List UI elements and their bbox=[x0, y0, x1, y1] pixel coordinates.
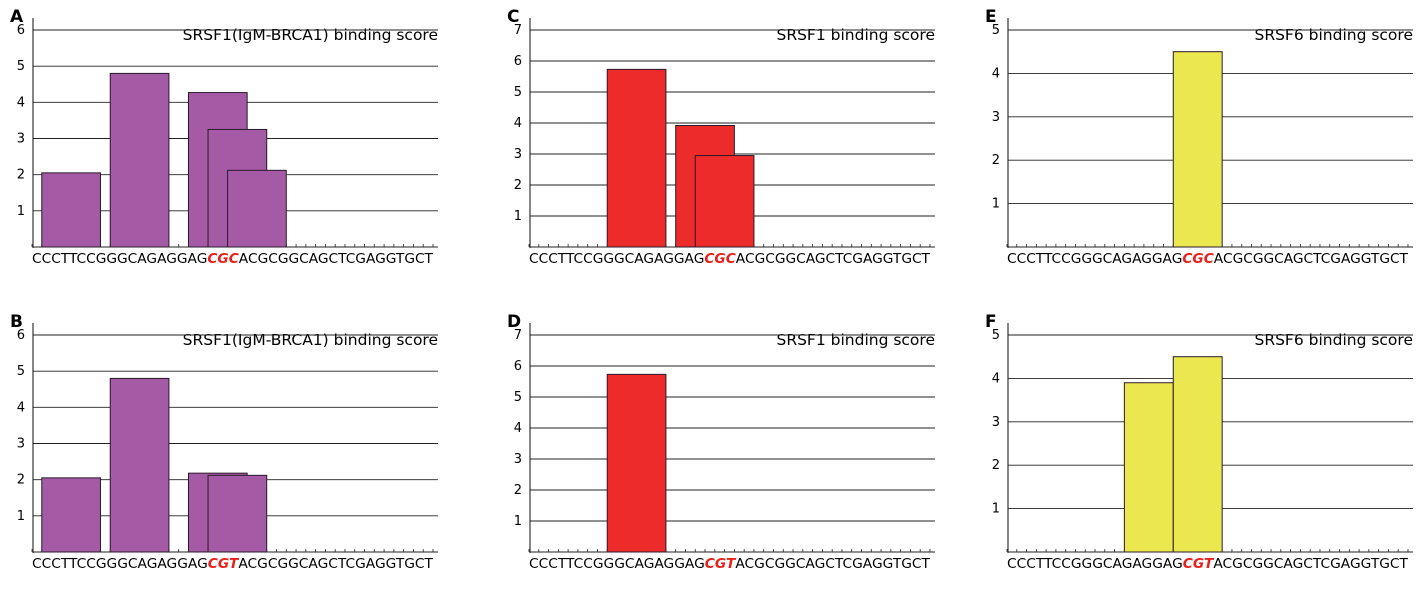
chart-title: SRSF1 binding score bbox=[776, 331, 935, 349]
y-tick-label: 2 bbox=[514, 178, 522, 193]
chart-svg: C SRSF1 binding score 1 2 3 4 5 6 7 CCCTTCCGGGCAG… bbox=[507, 7, 935, 267]
bar-1 bbox=[1172, 51, 1223, 248]
y-tick-label: 5 bbox=[17, 364, 25, 379]
y-tick-label: 1 bbox=[514, 209, 522, 224]
chart-svg: D SRSF1 binding score 1 2 3 4 5 6 7 CCCTTCCGGGCAG… bbox=[507, 312, 935, 572]
sequence-after: ACGCGGCAGCTCGAGGTGCT bbox=[1213, 557, 1408, 572]
y-tick-label: 3 bbox=[992, 415, 1000, 430]
sequence-before: CCCTTCCGGGCAGAGGAG bbox=[1007, 252, 1182, 267]
panel-label: C bbox=[507, 7, 519, 27]
bar-5 bbox=[227, 169, 287, 248]
sequence-after: ACGCGGCAGCTCGAGGTGCT bbox=[239, 252, 433, 267]
x-sequence-label: CCCTTCCGGGCAGAGGAG CGC ACGCGGCAGCTCGAGGTGC… bbox=[1007, 252, 1408, 267]
variant-codon: CGT bbox=[208, 557, 240, 572]
variant-codon: CGC bbox=[1182, 252, 1214, 267]
x-sequence-label: CCCTTCCGGGCAGAGGAG CGC ACGCGGCAGCTCGAGGTGC… bbox=[529, 252, 930, 267]
bar-2 bbox=[1172, 356, 1223, 553]
y-tick-label: 2 bbox=[17, 473, 25, 488]
x-sequence-label: CCCTTCCGGGCAGAGGAG CGT ACGCGGCAGCTCGAGGTGC… bbox=[529, 557, 930, 572]
y-tick-label: 4 bbox=[17, 95, 25, 110]
y-tick-label: 6 bbox=[514, 359, 522, 374]
y-tick-label: 3 bbox=[17, 132, 25, 147]
panel-a: A SRSF1(IgM-BRCA1) binding score 1 2 3 4 5 6 CCC… bbox=[0, 0, 470, 295]
panel-label: A bbox=[10, 7, 24, 27]
bar-2 bbox=[109, 72, 170, 248]
panel-label: D bbox=[507, 312, 521, 332]
y-tick-label: 4 bbox=[992, 66, 1000, 81]
y-tick-label: 2 bbox=[992, 458, 1000, 473]
panel-c: C SRSF1 binding score 1 2 3 4 5 6 7 CCCTTCCGGGCAG… bbox=[497, 0, 967, 295]
bar-1 bbox=[41, 172, 101, 248]
y-tick-label: 5 bbox=[992, 23, 1000, 38]
y-tick-label: 4 bbox=[514, 421, 522, 436]
y-tick-label: 2 bbox=[17, 168, 25, 183]
chart-svg: B SRSF1(IgM-BRCA1) binding score 1 2 3 4 5 6 CCC… bbox=[10, 312, 438, 572]
y-tick-label: 2 bbox=[992, 153, 1000, 168]
y-tick-label: 4 bbox=[17, 400, 25, 415]
sequence-after: ACGCGGCAGCTCGAGGTGCT bbox=[736, 252, 930, 267]
y-tick-label: 3 bbox=[514, 147, 522, 162]
sequence-before: CCCTTCCGGGCAGAGGAG bbox=[529, 557, 705, 572]
y-tick-label: 2 bbox=[514, 483, 522, 498]
y-tick-label: 7 bbox=[514, 23, 522, 38]
y-tick-label: 3 bbox=[992, 110, 1000, 125]
y-tick-label: 4 bbox=[514, 116, 522, 131]
y-tick-label: 3 bbox=[17, 437, 25, 452]
chart-title: SRSF1(IgM-BRCA1) binding score bbox=[183, 26, 438, 44]
chart-svg: F SRSF6 binding score 1 2 3 4 5 CCCTTCCGGGCAGAG… bbox=[985, 312, 1413, 572]
sequence-before: CCCTTCCGGGCAGAGGAG bbox=[529, 252, 704, 267]
sequence-before: CCCTTCCGGGCAGAGGAG bbox=[32, 557, 208, 572]
x-sequence-label: CCCTTCCGGGCAGAGGAG CGT ACGCGGCAGCTCGAGGTGC… bbox=[1007, 557, 1408, 572]
variant-codon: CGT bbox=[705, 557, 737, 572]
y-tick-label: 4 bbox=[992, 371, 1000, 386]
bar-4 bbox=[207, 474, 268, 553]
panel-f: F SRSF6 binding score 1 2 3 4 5 CCCTTCCGGGCAGAG… bbox=[975, 305, 1425, 600]
y-tick-label: 1 bbox=[992, 197, 1000, 212]
y-tick-label: 1 bbox=[514, 514, 522, 529]
y-tick-label: 1 bbox=[992, 502, 1000, 517]
y-tick-label: 6 bbox=[514, 54, 522, 69]
bar-2 bbox=[109, 377, 170, 553]
sequence-after: ACGCGGCAGCTCGAGGTGCT bbox=[735, 557, 930, 572]
chart-title: SRSF6 binding score bbox=[1254, 26, 1413, 44]
y-tick-label: 5 bbox=[514, 85, 522, 100]
sequence-before: CCCTTCCGGGCAGAGGAG bbox=[32, 252, 207, 267]
panel-label: B bbox=[10, 312, 23, 332]
chart-svg: A SRSF1(IgM-BRCA1) binding score 1 2 3 4 5 6 CCC… bbox=[10, 7, 438, 267]
variant-codon: CGC bbox=[704, 252, 736, 267]
sequence-after: ACGCGGCAGCTCGAGGTGCT bbox=[238, 557, 433, 572]
panel-b: B SRSF1(IgM-BRCA1) binding score 1 2 3 4 5 6 CCC… bbox=[0, 305, 470, 600]
y-tick-label: 6 bbox=[17, 328, 25, 343]
x-sequence-label: CCCTTCCGGGCAGAGGAG CGT ACGCGGCAGCTCGAGGTGC… bbox=[32, 557, 433, 572]
variant-codon: CGT bbox=[1183, 557, 1215, 572]
panel-label: F bbox=[985, 312, 997, 332]
panel-e: E SRSF6 binding score 1 2 3 4 5 CCCTTCCGGGCAGAG… bbox=[975, 0, 1425, 295]
chart-title: SRSF6 binding score bbox=[1254, 331, 1413, 349]
y-tick-label: 5 bbox=[514, 390, 522, 405]
panel-label: E bbox=[985, 7, 997, 27]
y-tick-label: 3 bbox=[514, 452, 522, 467]
sequence-before: CCCTTCCGGGCAGAGGAG bbox=[1007, 557, 1183, 572]
x-sequence-label: CCCTTCCGGGCAGAGGAG CGC ACGCGGCAGCTCGAGGTGC… bbox=[32, 252, 433, 267]
bar-3 bbox=[694, 155, 755, 248]
y-tick-label: 6 bbox=[17, 23, 25, 38]
bar-1 bbox=[606, 373, 667, 553]
chart-title: SRSF1 binding score bbox=[776, 26, 935, 44]
sequence-after: ACGCGGCAGCTCGAGGTGCT bbox=[1214, 252, 1408, 267]
chart-svg: E SRSF6 binding score 1 2 3 4 5 CCCTTCCGGGCAGAG… bbox=[985, 7, 1413, 267]
panel-d: D SRSF1 binding score 1 2 3 4 5 6 7 CCCTTCCGGGCAG… bbox=[497, 305, 967, 600]
y-tick-label: 5 bbox=[17, 59, 25, 74]
y-tick-label: 7 bbox=[514, 328, 522, 343]
variant-codon: CGC bbox=[207, 252, 239, 267]
y-tick-label: 1 bbox=[17, 204, 25, 219]
chart-title: SRSF1(IgM-BRCA1) binding score bbox=[183, 331, 438, 349]
bar-1 bbox=[606, 68, 667, 248]
bar-1 bbox=[1123, 382, 1174, 553]
y-tick-label: 1 bbox=[17, 509, 25, 524]
bar-1 bbox=[41, 477, 101, 553]
y-tick-label: 5 bbox=[992, 328, 1000, 343]
